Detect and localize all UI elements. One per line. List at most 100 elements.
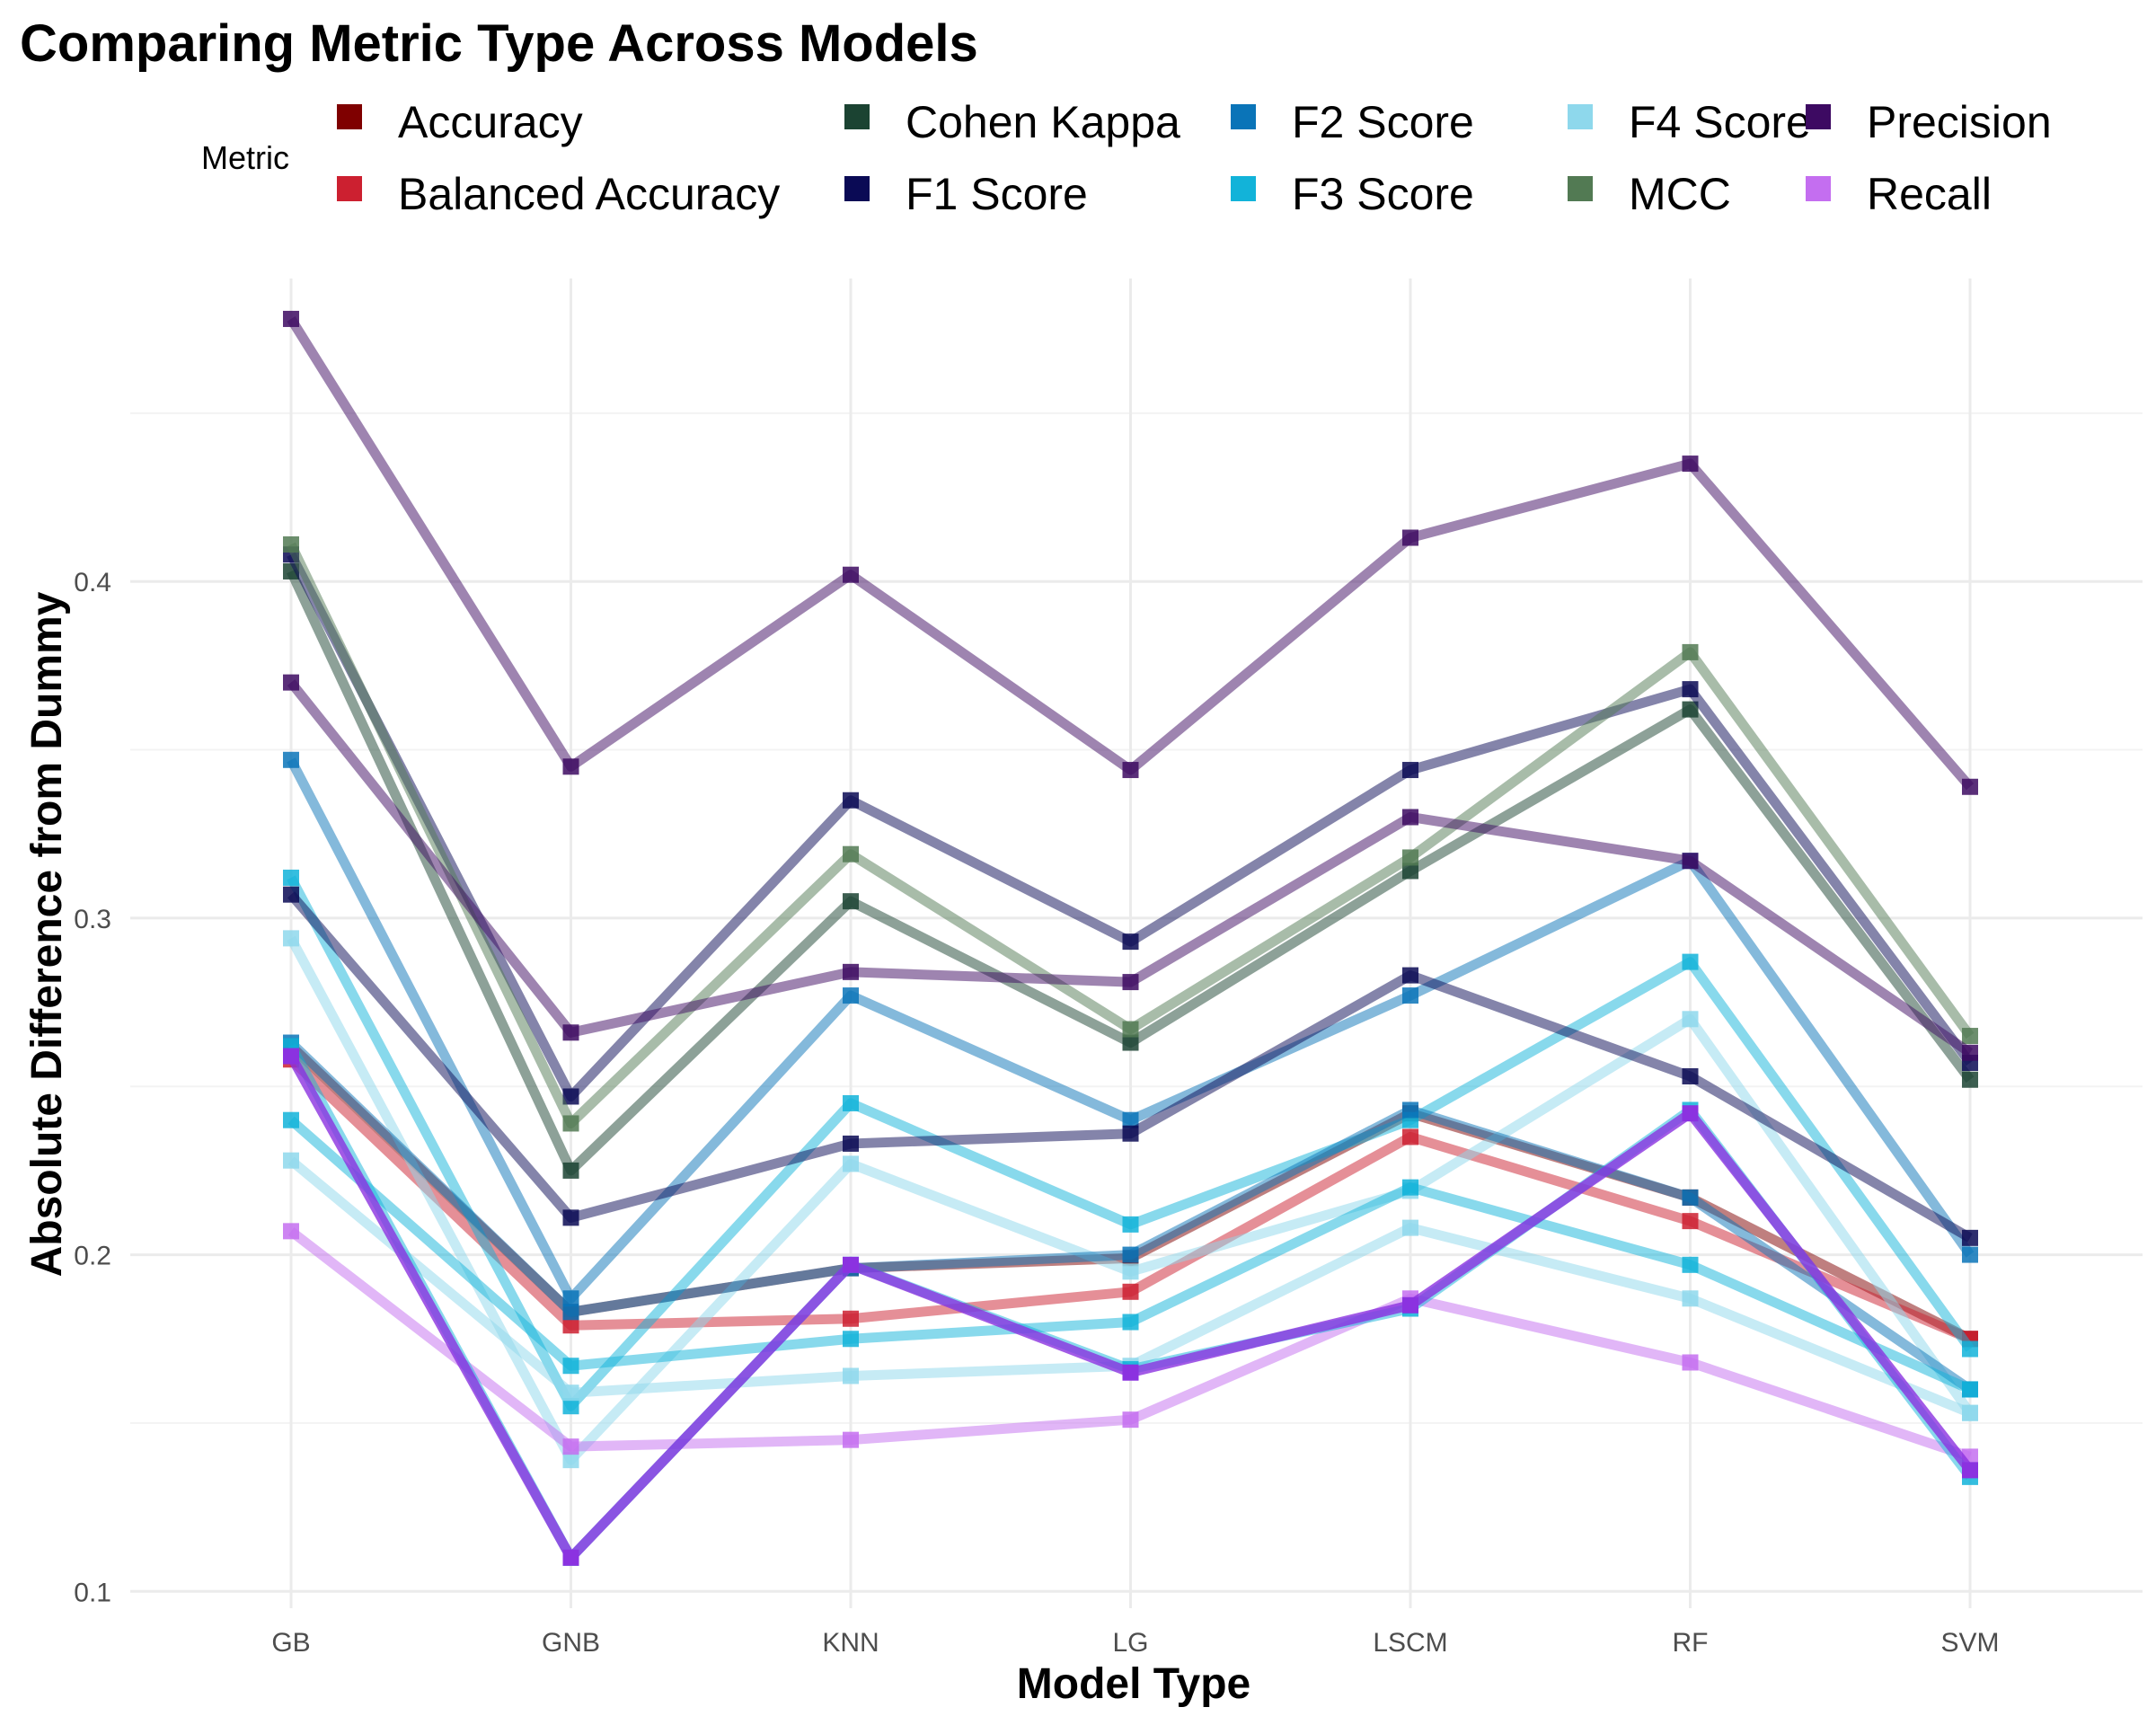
data-point	[1402, 1101, 1418, 1119]
data-point	[843, 1331, 859, 1348]
legend-item: F4 Score	[1568, 97, 1811, 147]
data-point	[1682, 701, 1699, 718]
data-point	[1402, 1296, 1418, 1314]
data-point	[562, 1088, 579, 1105]
data-point	[1122, 1246, 1139, 1263]
data-point	[1122, 933, 1139, 951]
data-point	[1122, 1263, 1139, 1280]
legend-label: F1 Score	[906, 169, 1088, 219]
legend-label: Balanced Accuracy	[398, 169, 780, 219]
data-point	[1962, 1044, 1978, 1061]
y-axis-title: Absolute Difference from Dummy	[23, 591, 71, 1277]
data-point	[562, 1438, 579, 1455]
data-point	[843, 1256, 859, 1273]
data-point	[1402, 762, 1418, 779]
x-tick-label: LSCM	[1373, 1628, 1447, 1658]
legend-label: F3 Score	[1292, 169, 1474, 219]
legend-label: Accuracy	[398, 97, 583, 147]
data-point	[1962, 1229, 1978, 1246]
legend-swatch	[1806, 176, 1831, 201]
data-point	[1962, 1071, 1978, 1088]
data-point	[562, 1304, 579, 1321]
data-point	[1122, 1364, 1139, 1381]
data-point	[1122, 1411, 1139, 1429]
data-point	[562, 1384, 579, 1402]
data-point	[1122, 1034, 1139, 1051]
legend-swatch	[1806, 104, 1831, 129]
series-cohen-kappa	[283, 562, 1978, 1179]
data-point	[562, 1209, 579, 1226]
data-point	[1682, 681, 1699, 698]
chart-title: Comparing Metric Type Across Models	[20, 14, 978, 73]
legend-swatch	[1568, 104, 1593, 129]
legend-item: Cohen Kappa	[844, 97, 1180, 147]
data-point	[1402, 987, 1418, 1004]
x-tick-label: GB	[271, 1628, 310, 1658]
data-point	[1402, 529, 1418, 546]
data-point	[562, 1358, 579, 1375]
legend-item: F3 Score	[1231, 169, 1474, 219]
data-point	[1122, 762, 1139, 779]
data-point	[1402, 809, 1418, 826]
y-tick-label: 0.1	[74, 1578, 111, 1607]
data-point	[1962, 778, 1978, 795]
x-tick-label: RF	[1673, 1628, 1709, 1658]
data-point	[562, 1549, 579, 1566]
series-unlabeled-13	[283, 1111, 1978, 1398]
legend: Accuracy Balanced Accuracy Cohen Kappa F1 S…	[337, 97, 2052, 219]
data-point	[843, 1367, 859, 1384]
data-point	[1682, 1011, 1699, 1028]
data-point	[843, 1310, 859, 1327]
data-point	[843, 893, 859, 910]
data-point	[1962, 1246, 1978, 1263]
data-point	[1402, 967, 1418, 984]
data-point	[843, 963, 859, 980]
data-point	[562, 758, 579, 775]
series-unlabeled-16	[283, 1048, 1978, 1566]
data-point	[1122, 1111, 1139, 1128]
data-point	[562, 1317, 579, 1334]
legend-label: MCC	[1629, 169, 1731, 219]
series-unlabeled-10	[283, 674, 1978, 1061]
data-point	[283, 674, 299, 691]
data-point	[1122, 1314, 1139, 1331]
legend-item: F2 Score	[1231, 97, 1474, 147]
data-point	[1122, 974, 1139, 991]
legend-item: Precision	[1806, 97, 2052, 147]
legend-item: F1 Score	[844, 169, 1088, 219]
data-point	[1682, 1354, 1699, 1371]
legend-label: Cohen Kappa	[906, 97, 1180, 147]
data-point	[843, 792, 859, 809]
series-layer	[283, 310, 1978, 1566]
data-point	[1962, 1462, 1978, 1479]
data-point	[1682, 643, 1699, 660]
series-mcc	[283, 536, 1978, 1132]
data-point	[1122, 1125, 1139, 1142]
x-tick-label: LG	[1112, 1628, 1148, 1658]
legend-item: MCC	[1568, 169, 1731, 219]
data-point	[843, 845, 859, 862]
data-point	[283, 1048, 299, 1065]
data-point	[1962, 1340, 1978, 1358]
legend-label: F2 Score	[1292, 97, 1474, 147]
data-point	[843, 987, 859, 1004]
legend-title: Metric	[201, 139, 289, 176]
data-point	[1402, 1128, 1418, 1146]
data-point	[1682, 953, 1699, 970]
data-point	[562, 1162, 579, 1179]
legend-swatch	[1568, 176, 1593, 201]
x-tick-label: SVM	[1940, 1628, 1999, 1658]
y-axis-ticks: 0.1 0.2 0.3 0.4	[74, 568, 111, 1607]
legend-label: Precision	[1867, 97, 2052, 147]
data-point	[562, 1452, 579, 1469]
data-point	[1682, 1213, 1699, 1230]
data-point	[283, 930, 299, 947]
data-point	[1122, 1283, 1139, 1300]
data-point	[1402, 849, 1418, 866]
data-point	[1682, 1290, 1699, 1307]
data-point	[283, 310, 299, 327]
x-tick-label: GNB	[542, 1628, 600, 1658]
data-point	[1402, 1219, 1418, 1236]
data-point	[1122, 1021, 1139, 1038]
data-point	[562, 1398, 579, 1415]
